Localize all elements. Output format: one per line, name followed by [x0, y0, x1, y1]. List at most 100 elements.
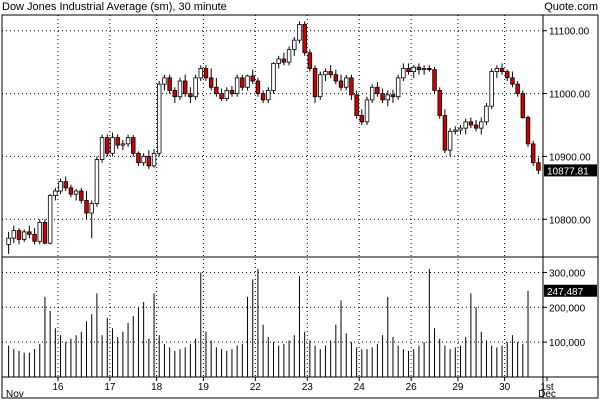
x-tick-label: 22: [250, 382, 262, 393]
x-tick-label: 30: [499, 382, 511, 393]
candle-body: [281, 58, 287, 63]
chart-title: Dow Jones Industrial Average (sm), 30 mi…: [2, 1, 227, 13]
candle-body: [437, 90, 442, 116]
candle-body: [354, 94, 359, 116]
title-bar: Dow Jones Industrial Average (sm), 30 mi…: [0, 0, 600, 14]
candle-body: [447, 130, 453, 151]
candle-body: [432, 69, 437, 91]
candle-body: [458, 127, 463, 131]
candle-body: [530, 143, 536, 164]
candle-body: [146, 156, 152, 167]
last-price-marker: [544, 164, 597, 177]
candle-body: [510, 77, 515, 85]
candle-body: [359, 115, 365, 123]
candle-body: [162, 77, 167, 85]
candle-body: [63, 181, 68, 189]
candle-body: [489, 71, 494, 107]
volume-y-tick-label: 300,000: [549, 268, 586, 279]
volume-y-tick-label: 100,000: [549, 338, 586, 349]
candle-body: [395, 77, 401, 98]
candle-body: [349, 77, 354, 96]
candle-body: [214, 86, 219, 94]
candle-body: [276, 58, 281, 64]
x-tick-label: 19: [198, 382, 210, 393]
candle-body: [468, 121, 474, 126]
candle-body: [99, 137, 105, 160]
last-volume-label: 247,487: [547, 287, 584, 298]
source-label: Quote.com: [544, 1, 598, 13]
candle-body: [515, 83, 520, 94]
candle-body: [328, 71, 333, 76]
candle-body: [369, 86, 375, 101]
candle-body: [484, 105, 489, 123]
x-tick-label: 1st: [540, 382, 554, 393]
candle-body: [453, 129, 458, 132]
candle-body: [344, 77, 349, 88]
candle-body: [406, 68, 411, 72]
candle-body: [193, 77, 198, 98]
price-y-tick-label: 11000.00: [549, 90, 590, 101]
candle-body: [245, 75, 250, 88]
candle-body: [84, 200, 89, 214]
candle-body: [494, 68, 500, 72]
x-tick-label: 16: [52, 382, 64, 393]
candle-body: [21, 231, 27, 240]
candle-body: [479, 121, 484, 129]
last-price-label: 10877.81: [547, 166, 589, 177]
candle-body: [177, 80, 183, 98]
candle-body: [68, 187, 74, 195]
candle-body: [240, 77, 245, 88]
candle-body: [125, 137, 131, 145]
candle-body: [312, 68, 318, 98]
candle-body: [286, 49, 292, 63]
candle-body: [338, 80, 344, 88]
x-tick-label: 17: [104, 382, 116, 393]
candle-body: [421, 68, 427, 71]
x-tick-label: 18: [151, 382, 163, 393]
candle-body: [473, 124, 479, 129]
candle-body: [188, 93, 193, 98]
candle-body: [32, 233, 37, 242]
candle-body: [141, 156, 146, 164]
candle-body: [151, 152, 157, 167]
candle-body: [229, 90, 235, 94]
candle-body: [208, 77, 214, 88]
candle-body: [380, 93, 385, 101]
candle-body: [136, 152, 141, 164]
candle-body: [463, 121, 468, 129]
candle-body: [203, 68, 209, 79]
candle-body: [120, 143, 126, 146]
candle-body: [520, 93, 526, 118]
candle-body: [6, 237, 11, 245]
candle-body: [224, 90, 229, 100]
candle-body: [89, 203, 94, 214]
candle-body: [536, 162, 541, 171]
candle-body: [390, 94, 396, 98]
candle-body: [260, 93, 266, 101]
candle-body: [427, 68, 432, 71]
x-tick-label: 23: [302, 382, 314, 393]
candle-body: [182, 80, 188, 94]
candle-body: [255, 80, 261, 94]
x-tick-label: 29: [452, 382, 464, 393]
candle-body: [307, 52, 313, 69]
candle-body: [79, 190, 84, 201]
x-tick-label: 24: [354, 382, 366, 393]
candle-body: [292, 39, 297, 50]
candle-body: [105, 137, 110, 154]
candle-body: [499, 68, 505, 72]
candle-body: [333, 74, 339, 82]
candle-body: [234, 77, 240, 94]
candle-body: [157, 83, 162, 154]
candle-body: [364, 99, 370, 123]
candle-body: [416, 66, 422, 71]
candle-body: [94, 159, 100, 204]
candle-body: [131, 137, 136, 154]
candle-body: [115, 137, 120, 146]
candle-body: [167, 77, 172, 91]
candle-body: [250, 75, 255, 82]
candle-body: [375, 86, 380, 94]
candle-body: [525, 117, 531, 145]
candle-body: [323, 71, 328, 76]
